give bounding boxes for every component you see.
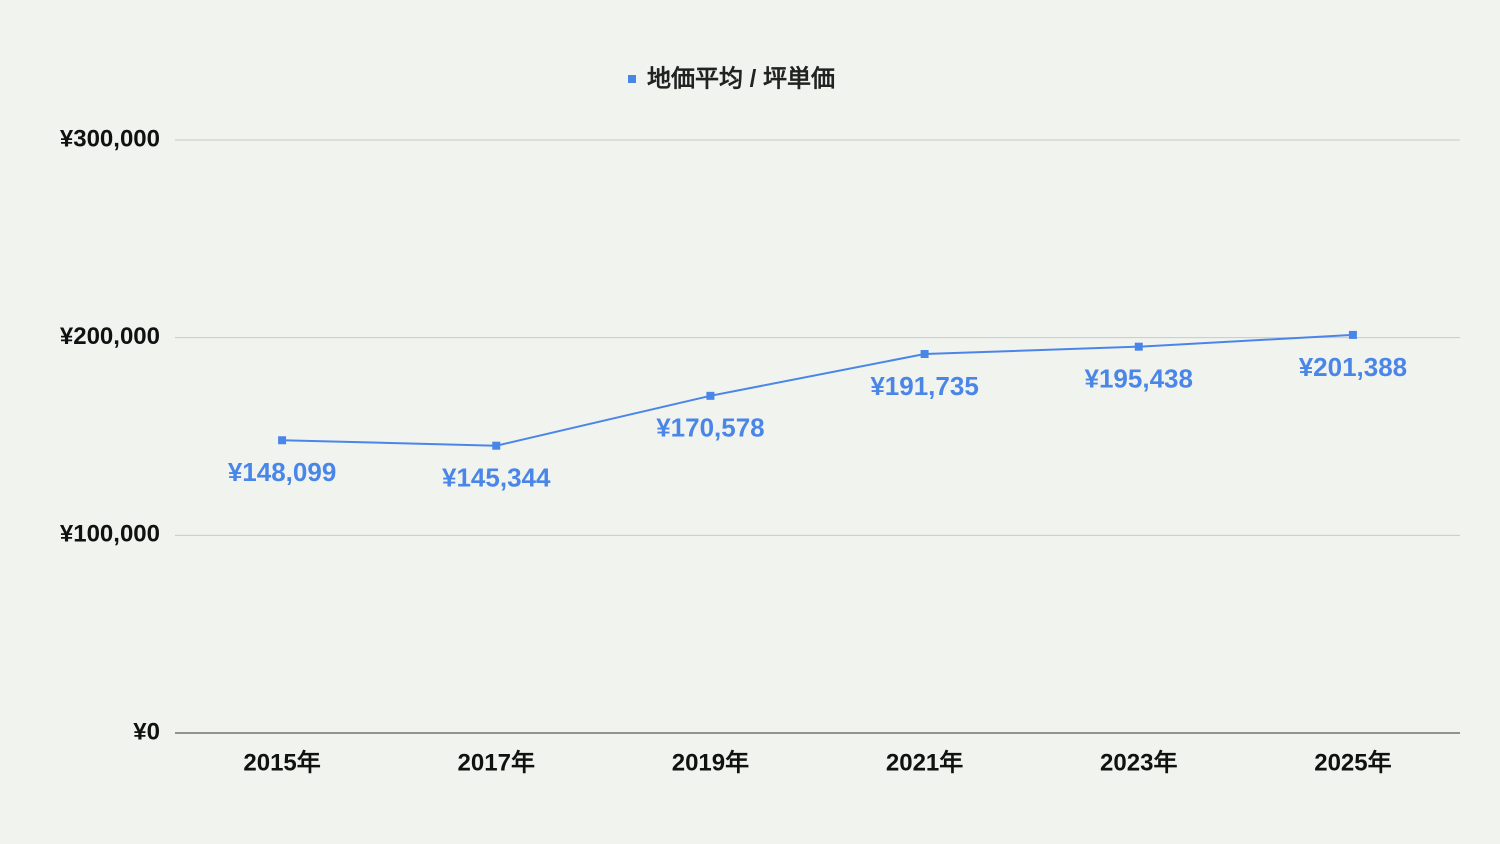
data-label: ¥191,735 [870, 371, 978, 401]
x-tick-label: 2023年 [1100, 748, 1177, 776]
point [706, 391, 715, 400]
legend-swatch [628, 75, 636, 83]
y-tick-label: ¥0 [133, 718, 160, 745]
data-label: ¥201,388 [1299, 352, 1407, 382]
point [1348, 330, 1357, 339]
data-label: ¥148,099 [228, 457, 336, 487]
data-label: ¥195,438 [1085, 364, 1193, 394]
data-label: ¥170,578 [656, 413, 764, 443]
y-tick-label: ¥200,000 [60, 323, 160, 350]
line [282, 333, 1353, 447]
point [492, 441, 501, 450]
point [920, 350, 929, 359]
x-tick-label: 2015年 [243, 748, 320, 776]
point [1134, 342, 1143, 351]
x-tick-label: 2025年 [1314, 748, 1391, 776]
x-tick-label: 2021年 [886, 748, 963, 776]
legend-label: 地価平均 / 坪単価 [647, 64, 835, 92]
x-tick-label: 2019年 [672, 748, 749, 776]
x-tick-label: 2017年 [458, 748, 535, 776]
point [278, 436, 287, 445]
data-label: ¥145,344 [442, 463, 551, 493]
y-tick-label: ¥300,000 [60, 125, 160, 152]
y-tick-label: ¥100,000 [60, 521, 160, 548]
